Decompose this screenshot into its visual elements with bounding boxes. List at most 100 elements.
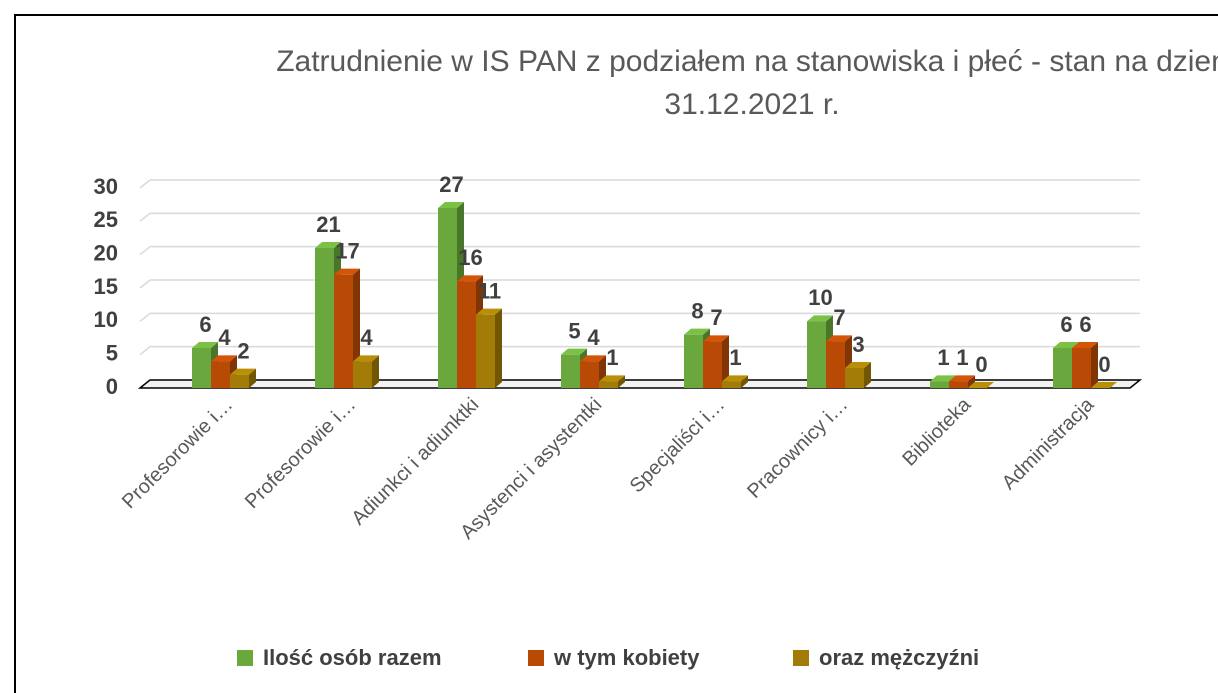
bar-top (353, 355, 379, 362)
bar-side (741, 375, 748, 388)
legend-label: w tym kobiety (553, 645, 700, 670)
grid-line-side (139, 212, 151, 222)
y-tick-label: 10 (94, 307, 118, 332)
data-label: 1 (606, 345, 618, 370)
data-label: 0 (1098, 352, 1110, 377)
bar (230, 368, 256, 388)
data-label: 1 (956, 345, 968, 370)
bar (1072, 342, 1098, 388)
bar-top (315, 242, 341, 248)
bar-top (230, 368, 256, 375)
y-tick-label: 15 (94, 274, 118, 299)
bar-top (1091, 382, 1117, 388)
y-tick-label: 20 (94, 240, 118, 265)
bar-side (722, 335, 729, 388)
bar-front (807, 321, 826, 388)
bar (949, 375, 975, 388)
bar-top (722, 375, 748, 382)
bar-front (580, 361, 599, 388)
data-label: 17 (335, 238, 359, 263)
grid-line-side (139, 312, 151, 322)
y-tick-label: 0 (106, 374, 118, 399)
grid-line-side (139, 346, 151, 356)
data-label: 3 (852, 332, 864, 357)
bar-front (438, 208, 457, 388)
data-label: 4 (360, 325, 373, 350)
x-tick-label: Profesorowie i… (118, 394, 237, 513)
bar-top (1053, 342, 1079, 348)
bar-side (249, 368, 256, 388)
x-tick-label: Specjaliści i… (626, 394, 730, 498)
bar-front (457, 281, 476, 388)
bar-top (826, 335, 852, 342)
bar-top (684, 328, 710, 335)
data-label: 8 (691, 298, 703, 323)
bar-front (561, 354, 580, 388)
data-label: 6 (199, 312, 211, 337)
x-tick-label: Adiunkci i adiunktki (347, 394, 483, 530)
bar-top (334, 268, 360, 275)
bar-top (580, 355, 606, 362)
y-tick-label: 30 (94, 174, 118, 199)
bar-top (949, 375, 975, 382)
bar (722, 375, 748, 388)
bar-top (457, 275, 483, 282)
bar-front (684, 334, 703, 388)
data-label: 16 (458, 245, 482, 270)
bar-top (211, 355, 237, 362)
data-label: 4 (587, 325, 600, 350)
bar-front (211, 361, 230, 388)
bar-top (561, 348, 587, 355)
bar-front (1053, 348, 1072, 388)
bar (599, 375, 625, 388)
bar (353, 355, 379, 388)
bar-top (599, 375, 625, 382)
chart-title: Zatrudnienie w IS PAN z podziałem na sta… (276, 45, 1218, 121)
grid-line-side (139, 179, 151, 189)
data-label: 7 (833, 305, 845, 330)
bar-side (618, 375, 625, 388)
data-label: 1 (937, 345, 949, 370)
data-label: 0 (975, 352, 987, 377)
legend-swatch (528, 650, 544, 666)
legend-label: Ilość osób razem (263, 645, 442, 670)
bar (968, 382, 994, 388)
bar-top (476, 308, 502, 315)
bar-front (599, 381, 618, 388)
data-label: 5 (568, 318, 580, 343)
data-label: 1 (729, 345, 741, 370)
data-label: 27 (439, 172, 463, 197)
data-label: 2 (237, 338, 249, 363)
bar-top (438, 202, 464, 208)
bar-top (845, 362, 871, 368)
data-label: 11 (478, 278, 501, 303)
bar-front (722, 381, 741, 388)
data-label: 21 (316, 212, 340, 237)
data-label: 10 (808, 285, 832, 310)
bar-front (230, 374, 249, 388)
bar (703, 335, 729, 388)
grid-line-side (139, 246, 151, 256)
x-tick-label: Pracownicy i… (743, 394, 852, 503)
bar-front (1072, 348, 1091, 388)
bar-front (703, 341, 722, 388)
bar-front (845, 368, 864, 388)
bar-top (703, 335, 729, 342)
legend-label: oraz mężczyźni (819, 645, 979, 670)
bar-front (476, 314, 495, 388)
bar-front (192, 348, 211, 388)
y-tick-label: 25 (94, 207, 118, 232)
bar-front (949, 381, 968, 388)
bar-side (864, 362, 871, 388)
x-tick-label: Administracja (998, 393, 1099, 494)
data-label: 7 (710, 305, 722, 330)
data-label: 6 (1079, 312, 1091, 337)
bar-top (807, 315, 833, 322)
x-tick-label: Biblioteka (898, 393, 975, 470)
x-tick-label: Profesorowie i… (241, 394, 360, 513)
chart-border (14, 14, 1218, 693)
bar (476, 308, 502, 388)
bar-front (930, 381, 949, 388)
bar-front (353, 361, 372, 388)
